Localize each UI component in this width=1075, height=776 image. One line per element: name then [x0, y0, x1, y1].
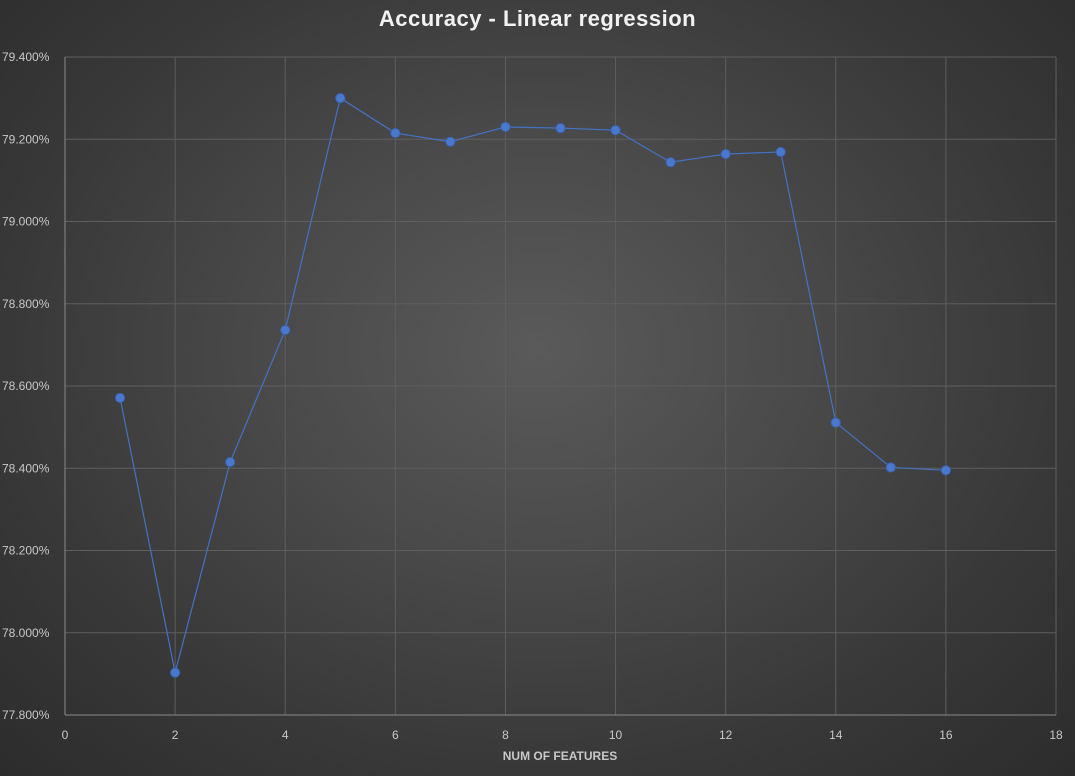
axes [64, 57, 1056, 716]
x-tick-label: 8 [502, 728, 509, 742]
data-point[interactable] [665, 157, 676, 168]
y-tick-label: 78.600% [2, 379, 50, 393]
chart-title: Accuracy - Linear regression [378, 6, 697, 31]
data-point[interactable] [940, 465, 951, 476]
y-tick-label: 79.000% [2, 215, 50, 229]
x-tick-label: 16 [939, 728, 953, 742]
data-point[interactable] [390, 127, 401, 139]
grid-lines [64, 56, 1057, 716]
data-point[interactable] [555, 123, 566, 134]
y-tick-label: 79.200% [2, 132, 50, 146]
x-tick-label: 14 [829, 728, 843, 742]
data-point[interactable] [775, 146, 786, 158]
y-tick-label: 78.400% [2, 461, 50, 475]
data-point[interactable] [610, 125, 621, 136]
data-point[interactable] [885, 462, 896, 473]
x-tick-label: 18 [1049, 728, 1063, 742]
x-tick-label: 10 [609, 728, 623, 742]
x-tick-label: 12 [719, 728, 733, 742]
data-point[interactable] [280, 324, 291, 336]
y-tick-label: 78.800% [2, 297, 50, 311]
series-line [119, 97, 946, 673]
data-point[interactable] [170, 667, 181, 678]
data-point[interactable] [114, 392, 126, 404]
x-tick-label: 4 [282, 728, 289, 742]
tick-labels: 0 2 4 6 8 10 12 14 16 18 79.400% 79.200% 79.000% 78.8… [2, 50, 1063, 742]
data-point[interactable] [830, 417, 841, 428]
data-point[interactable] [335, 93, 346, 104]
x-tick-label: 6 [392, 728, 399, 742]
data-point[interactable] [225, 456, 236, 468]
y-tick-label: 78.200% [2, 544, 50, 558]
data-point[interactable] [720, 148, 731, 160]
y-tick-label: 78.000% [2, 626, 50, 640]
y-tick-label: 79.400% [2, 50, 50, 64]
y-tick-label: 77.800% [2, 708, 50, 722]
data-point[interactable] [500, 121, 511, 133]
data-point[interactable] [445, 136, 456, 147]
series-layer [114, 93, 951, 678]
x-tick-label: 0 [62, 728, 69, 742]
x-axis-title: NUM OF FEATURES [503, 749, 617, 763]
x-tick-label: 2 [172, 728, 179, 742]
